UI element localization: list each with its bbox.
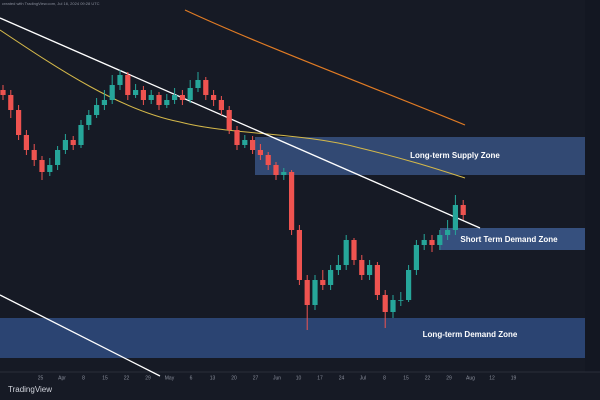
candle-body [140,90,146,100]
x-tick-label: Apr [58,375,66,381]
x-tick-label: 27 [253,375,259,381]
candle-body [8,95,14,110]
candle-body [101,100,107,105]
candle-body [390,300,396,312]
x-tick-label: 29 [446,375,452,381]
candles [0,70,466,330]
candle-body [234,130,240,145]
candle-body [343,240,349,265]
candle-body [86,115,92,125]
trendline [0,17,481,229]
x-tick-label: 6 [190,375,193,381]
x-tick-label: 20 [231,375,237,381]
candle-body [367,265,373,275]
candle-body [460,205,466,215]
candle-body [78,125,84,145]
watermark: TradingView [8,385,52,394]
candle-body [289,172,295,230]
x-tick-label: Aug [466,375,475,381]
x-tick-label: May [165,375,175,381]
candle-body [195,80,201,88]
x-tick-label: 8 [82,375,85,381]
candle-body [328,270,334,285]
candle-body [125,75,131,95]
candle-body [117,75,123,85]
candle-body [164,100,170,105]
candle-body [55,150,61,165]
candle-body [133,90,139,95]
candle-body [296,230,302,280]
trendline [0,294,161,377]
x-tick-label: 12 [489,375,495,381]
x-tick-label: 17 [317,375,323,381]
candle-body [47,165,53,172]
candle-body [359,260,365,275]
candle-body [156,95,162,105]
candle-body [265,155,271,165]
candle-body [320,280,326,285]
x-tick-label: Jul [360,375,366,381]
candle-body [421,240,427,245]
price-axis [585,0,600,372]
candle-body [23,135,29,150]
candle-body [94,105,100,115]
candle-body [62,140,68,150]
candle-body [109,85,115,100]
candle-body [203,80,209,95]
candle-body [382,295,388,312]
candle-body [187,88,193,100]
x-tick-label: 8 [383,375,386,381]
candle-body [242,140,248,145]
candle-body [398,300,404,301]
candle-body [335,265,341,270]
candle-body [70,140,76,145]
candle-body [452,205,458,230]
header: created with TradingView.com, Jul 16, 20… [2,1,100,6]
x-tick-label: 22 [124,375,130,381]
candle-body [281,172,287,175]
candle-body [304,280,310,305]
candle-body [312,280,318,305]
candle-body [257,150,263,155]
candle-body [250,140,256,150]
candle-body [374,265,380,295]
x-tick-label: 10 [296,375,302,381]
zone-label: Long-term Demand Zone [423,330,518,339]
candle-body [413,245,419,270]
candle-body [179,95,185,100]
long-demand-zone [0,318,585,358]
zone-label: Long-term Supply Zone [410,151,500,160]
zone-label: Short Term Demand Zone [460,235,558,244]
candle-body [31,150,37,160]
x-tick-label: 29 [145,375,151,381]
candle-body [16,110,22,135]
candle-body [148,95,154,100]
candle-body [437,235,443,245]
x-tick-label: 13 [210,375,216,381]
candle-body [211,95,217,100]
ma-200 [184,9,466,126]
x-tick-label: 15 [102,375,108,381]
x-tick-label: 25 [38,375,44,381]
candle-body [429,240,435,245]
x-tick-label: Jun [273,375,281,381]
candle-body [0,90,6,95]
x-tick-label: 24 [339,375,345,381]
x-tick-label: 19 [511,375,517,381]
x-tick-label: 22 [425,375,431,381]
candle-body [226,110,232,130]
x-tick-label: 15 [403,375,409,381]
candle-body [172,95,178,100]
candle-body [218,100,224,110]
candle-body [406,270,412,300]
candle-body [445,230,451,235]
candle-body [39,160,45,172]
candle-body [273,165,279,175]
ma-100 [0,29,466,179]
short-demand-zone [440,228,585,250]
supply-zone [255,137,585,175]
candle-body [351,240,357,260]
